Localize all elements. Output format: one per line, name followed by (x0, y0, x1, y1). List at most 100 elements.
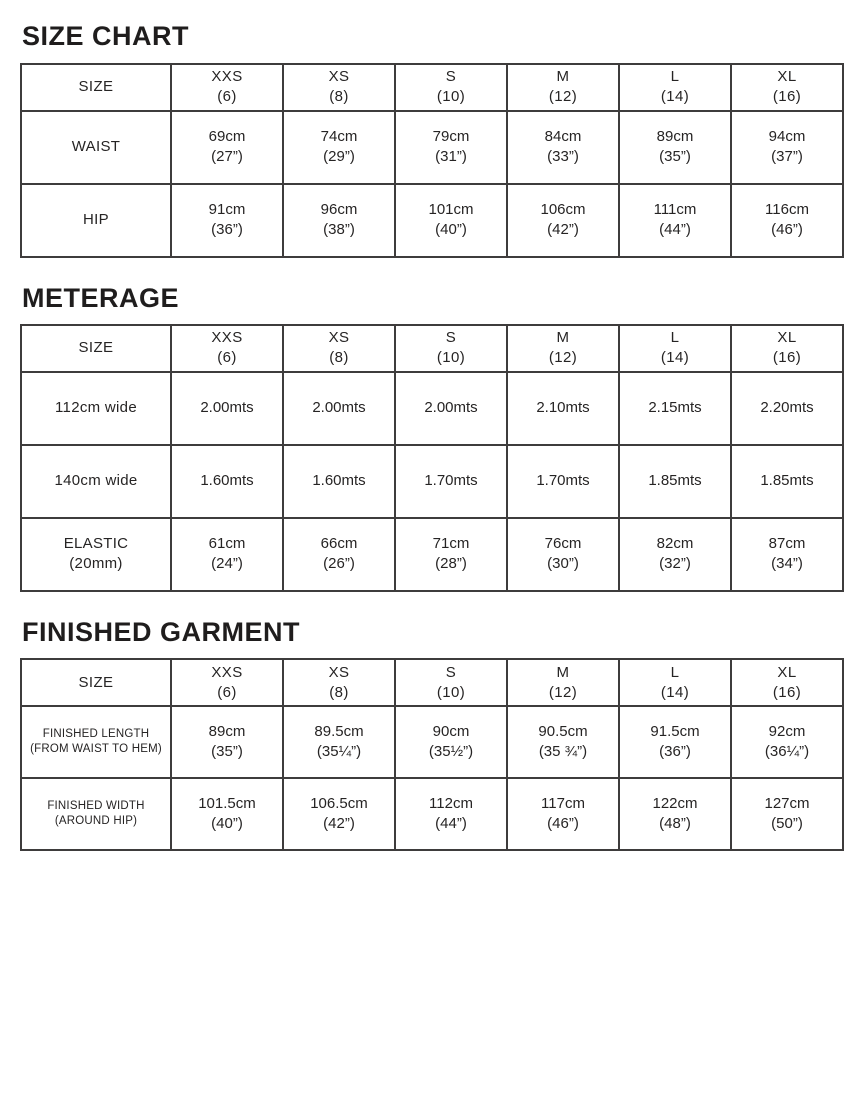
cell-line: M (556, 329, 570, 347)
cell-line: XXS (211, 68, 243, 86)
table-cell: 2.00mts (282, 370, 396, 446)
column-header-s: S (10) (394, 62, 508, 112)
table-row: WAIST 69cm (27”) 74cm (29”) 79cm (31”) 84cm (33”… (20, 109, 844, 185)
cell-line: HIP (83, 211, 109, 229)
cell-line: (8) (329, 349, 349, 367)
cell-line: (42”) (547, 221, 579, 239)
cell-line: (24”) (211, 555, 243, 573)
cell-line: 101cm (428, 201, 474, 219)
cell-line: 140cm wide (54, 472, 138, 490)
cell-line: (50”) (771, 815, 803, 833)
cell-line: XS (328, 68, 350, 86)
column-header-l: L (14) (618, 324, 732, 373)
table-cell: 1.70mts (506, 443, 620, 519)
cell-line: (6) (217, 88, 237, 106)
table-cell: 71cm (28”) (394, 516, 508, 592)
cell-line: 91.5cm (650, 723, 700, 741)
cell-line: L (670, 68, 680, 86)
table-row: HIP 91cm (36”) 96cm (38”) 101cm (40”) 106cm (42”… (20, 182, 844, 258)
cell-line: 1.70mts (536, 472, 590, 490)
cell-line: 116cm (765, 201, 809, 219)
cell-line: (34”) (771, 555, 803, 573)
cell-line: FINISHED LENGTH (42, 727, 150, 740)
cell-line: 2.00mts (200, 399, 254, 417)
cell-line: (FROM WAIST TO HEM) (30, 743, 162, 756)
cell-line: 112cm (429, 795, 473, 813)
cell-line: 82cm (656, 534, 694, 552)
cell-line: 117cm (541, 795, 585, 813)
header-row: SIZE XXS (6) XS (8) S (10) M (12) L (14) XL (16) (20, 658, 844, 708)
cell-line: 91cm (208, 201, 246, 219)
column-header-l: L (14) (618, 62, 732, 112)
table-cell: 79cm (31”) (394, 109, 508, 185)
cell-line: 89cm (208, 723, 246, 741)
cell-line: 2.00mts (424, 399, 478, 417)
table-cell: 117cm (46”) (506, 777, 620, 852)
size-corner-cell: SIZE (20, 658, 172, 708)
column-header-xl: XL (16) (730, 62, 844, 112)
cell-line: (14) (660, 683, 690, 701)
cell-line: (20mm) (69, 555, 123, 573)
cell-line: XL (777, 663, 797, 681)
cell-line: (35½”) (428, 743, 474, 761)
cell-line: (12) (548, 349, 578, 367)
cell-line: (28”) (435, 555, 467, 573)
header-row: SIZE XXS (6) XS (8) S (10) M (12) L (14) XL (16) (20, 62, 844, 112)
column-header-xxs: XXS (6) (170, 62, 284, 112)
table-cell: 2.15mts (618, 370, 732, 446)
table-row: FINISHED WIDTH (AROUND HIP) 101.5cm (40”) 10… (20, 777, 844, 852)
cell-line: 111cm (653, 201, 697, 219)
cell-line: 79cm (432, 128, 470, 146)
finished-garment-title: FINISHED GARMENT (22, 616, 300, 647)
cell-line: (10) (436, 349, 466, 367)
cell-line: (36¼”) (764, 743, 810, 761)
cell-line: (8) (329, 683, 349, 701)
finished-garment-table: SIZE XXS (6) XS (8) S (10) M (12) L (14) XL (16) FINI… (20, 658, 844, 852)
table-cell: 1.85mts (730, 443, 844, 519)
header-row: SIZE XXS (6) XS (8) S (10) M (12) L (14) XL (16) (20, 324, 844, 373)
cell-line: 122cm (652, 795, 698, 813)
row-label-finished-length: FINISHED LENGTH (FROM WAIST TO HEM) (20, 705, 172, 780)
cell-line: M (556, 663, 570, 681)
cell-line: (6) (217, 683, 237, 701)
size-chart-section: SIZE CHART SIZE XXS (6) XS (8) S (10) M (12) L (14)… (20, 21, 844, 258)
table-cell: 69cm (27”) (170, 109, 284, 185)
column-header-s: S (10) (394, 658, 508, 708)
table-cell: 106cm (42”) (506, 182, 620, 258)
table-cell: 1.85mts (618, 443, 732, 519)
table-cell: 101cm (40”) (394, 182, 508, 258)
cell-line: (42”) (323, 815, 355, 833)
cell-line: 84cm (544, 128, 582, 146)
cell-line: 2.20mts (760, 399, 814, 417)
cell-line: (12) (548, 683, 578, 701)
table-cell: 89cm (35”) (618, 109, 732, 185)
cell-line: (16) (772, 88, 802, 106)
table-cell: 1.70mts (394, 443, 508, 519)
meterage-section: METERAGE SIZE XXS (6) XS (8) S (10) M (12) L (14) XL… (20, 283, 844, 592)
size-guide-page: SIZE CHART SIZE XXS (6) XS (8) S (10) M (12) L (14)… (20, 21, 844, 852)
column-header-xl: XL (16) (730, 658, 844, 708)
cell-line: (29”) (323, 148, 355, 166)
cell-line: (10) (436, 683, 466, 701)
cell-line: (31”) (435, 148, 467, 166)
cell-line: SIZE (78, 78, 114, 96)
cell-line: (44”) (435, 815, 467, 833)
table-cell: 66cm (26”) (282, 516, 396, 592)
cell-line: 106cm (540, 201, 586, 219)
table-cell: 91.5cm (36”) (618, 705, 732, 780)
cell-line: 89cm (656, 128, 694, 146)
column-header-xs: XS (8) (282, 324, 396, 373)
column-header-xxs: XXS (6) (170, 658, 284, 708)
table-cell: 90.5cm (35 ¾”) (506, 705, 620, 780)
table-cell: 92cm (36¼”) (730, 705, 844, 780)
table-cell: 2.00mts (170, 370, 284, 446)
cell-line: (26”) (323, 555, 355, 573)
cell-line: (46”) (547, 815, 579, 833)
cell-line: ELASTIC (63, 534, 129, 552)
cell-line: (10) (436, 88, 466, 106)
table-cell: 106.5cm (42”) (282, 777, 396, 852)
column-header-xs: XS (8) (282, 62, 396, 112)
size-corner-cell: SIZE (20, 324, 172, 373)
cell-line: S (445, 329, 457, 347)
cell-line: (37”) (771, 148, 803, 166)
